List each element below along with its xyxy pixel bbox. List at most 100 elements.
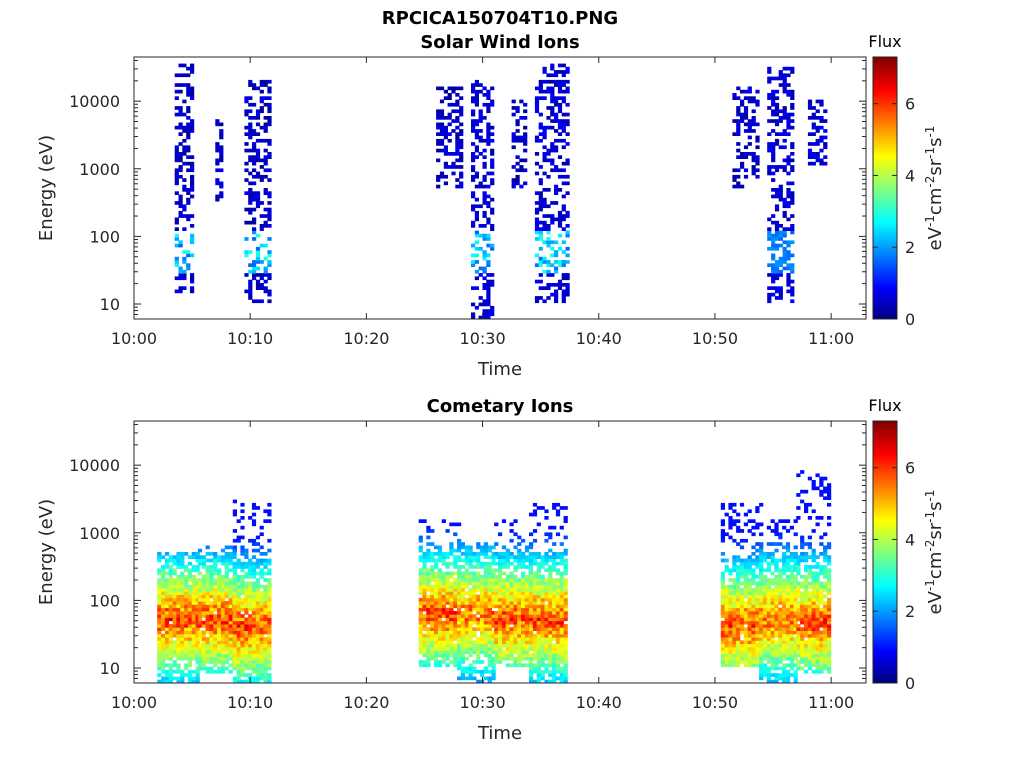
heatmap-cell	[251, 669, 257, 674]
heatmap-cell	[236, 679, 241, 684]
heatmap-cell	[187, 591, 193, 595]
heatmap-cell	[437, 601, 442, 605]
heatmap-cell	[793, 604, 798, 609]
heatmap-cell	[770, 594, 775, 599]
heatmap-cell	[548, 653, 553, 658]
heatmap-cell	[220, 666, 226, 671]
heatmap-cell	[228, 633, 233, 638]
heatmap-cell	[751, 532, 756, 537]
heatmap-cell	[263, 679, 268, 684]
heatmap-cell	[790, 125, 795, 130]
heatmap-cell	[476, 637, 481, 641]
heatmap-cell	[259, 545, 264, 550]
heatmap-cell	[248, 194, 253, 199]
heatmap-cell	[240, 650, 245, 654]
heatmap-cell	[252, 220, 257, 225]
heatmap-cell	[542, 220, 547, 225]
heatmap-cell	[786, 243, 791, 248]
heatmap-cell	[441, 607, 446, 612]
heatmap-cell	[161, 614, 166, 618]
heatmap-cell	[186, 93, 191, 97]
heatmap-cell	[224, 666, 229, 671]
heatmap-cell	[782, 76, 787, 81]
heatmap-cell	[176, 633, 181, 638]
heatmap-cell	[766, 601, 771, 605]
heatmap-cell	[498, 568, 503, 573]
heatmap-cell	[491, 633, 496, 638]
heatmap-cell	[724, 627, 729, 631]
heatmap-cell	[468, 663, 473, 668]
heatmap-cell	[263, 116, 268, 120]
heatmap-cell	[529, 601, 534, 605]
heatmap-cell	[739, 650, 745, 654]
heatmap-cell	[521, 607, 526, 612]
heatmap-cell	[563, 601, 568, 605]
heatmap-cell	[255, 604, 260, 609]
heatmap-cell	[747, 611, 752, 615]
heatmap-cell	[528, 660, 533, 664]
heatmap-cell	[172, 568, 177, 573]
heatmap-cell	[209, 666, 214, 671]
heatmap-cell	[786, 122, 791, 127]
heatmap-cell	[209, 604, 214, 609]
heatmap-cell	[819, 138, 824, 143]
heatmap-cell	[529, 604, 534, 609]
heatmap-cell	[766, 669, 771, 674]
heatmap-cell	[563, 578, 568, 582]
heatmap-cell	[174, 152, 179, 156]
heatmap-cell	[548, 673, 553, 677]
heatmap-cell	[457, 594, 462, 599]
heatmap-cell	[487, 620, 492, 625]
heatmap-cell	[232, 620, 237, 625]
heatmap-cell	[186, 86, 191, 91]
heatmap-cell	[476, 604, 481, 609]
x-tick-label: 11:00	[808, 329, 854, 348]
heatmap-cell	[782, 607, 787, 612]
heatmap-cell	[255, 578, 260, 582]
heatmap-cell	[201, 624, 206, 628]
heatmap-cell	[517, 561, 522, 566]
heatmap-cell	[565, 214, 570, 218]
heatmap-cell	[220, 601, 226, 605]
heatmap-cell	[778, 660, 783, 664]
heatmap-cell	[555, 512, 561, 517]
heatmap-cell	[220, 643, 226, 648]
heatmap-cell	[178, 152, 183, 156]
heatmap-cell	[483, 611, 488, 615]
heatmap-cell	[774, 122, 780, 127]
heatmap-cell	[529, 558, 534, 563]
heatmap-cell	[252, 148, 257, 153]
heatmap-cell	[782, 210, 787, 215]
heatmap-cell	[248, 279, 253, 284]
heatmap-cell	[755, 611, 760, 615]
heatmap-cell	[267, 650, 272, 654]
heatmap-cell	[459, 96, 464, 100]
heatmap-cell	[483, 607, 488, 612]
heatmap-cell	[480, 643, 485, 648]
heatmap-cell	[228, 594, 233, 599]
heatmap-cell	[224, 561, 229, 566]
heatmap-cell	[255, 607, 260, 612]
heatmap-cell	[487, 611, 492, 615]
heatmap-cell	[552, 624, 557, 628]
heatmap-cell	[800, 597, 805, 602]
heatmap-cell	[804, 624, 809, 628]
heatmap-cell	[542, 240, 547, 245]
heatmap-cell	[778, 519, 783, 523]
heatmap-cell	[513, 611, 518, 615]
heatmap-cell	[490, 178, 495, 182]
heatmap-cell	[524, 627, 530, 631]
heatmap-cell	[172, 624, 177, 628]
heatmap-cell	[759, 653, 764, 658]
heatmap-cell	[164, 617, 170, 622]
heatmap-cell	[418, 568, 423, 573]
heatmap-cell	[197, 630, 203, 635]
heatmap-cell	[743, 594, 748, 599]
heatmap-cell	[161, 624, 166, 628]
heatmap-cell	[796, 607, 801, 612]
heatmap-cell	[736, 597, 741, 602]
heatmap-cell	[232, 676, 237, 681]
heatmap-cell	[782, 246, 787, 251]
heatmap-cell	[437, 647, 442, 651]
heatmap-cell	[789, 633, 794, 638]
